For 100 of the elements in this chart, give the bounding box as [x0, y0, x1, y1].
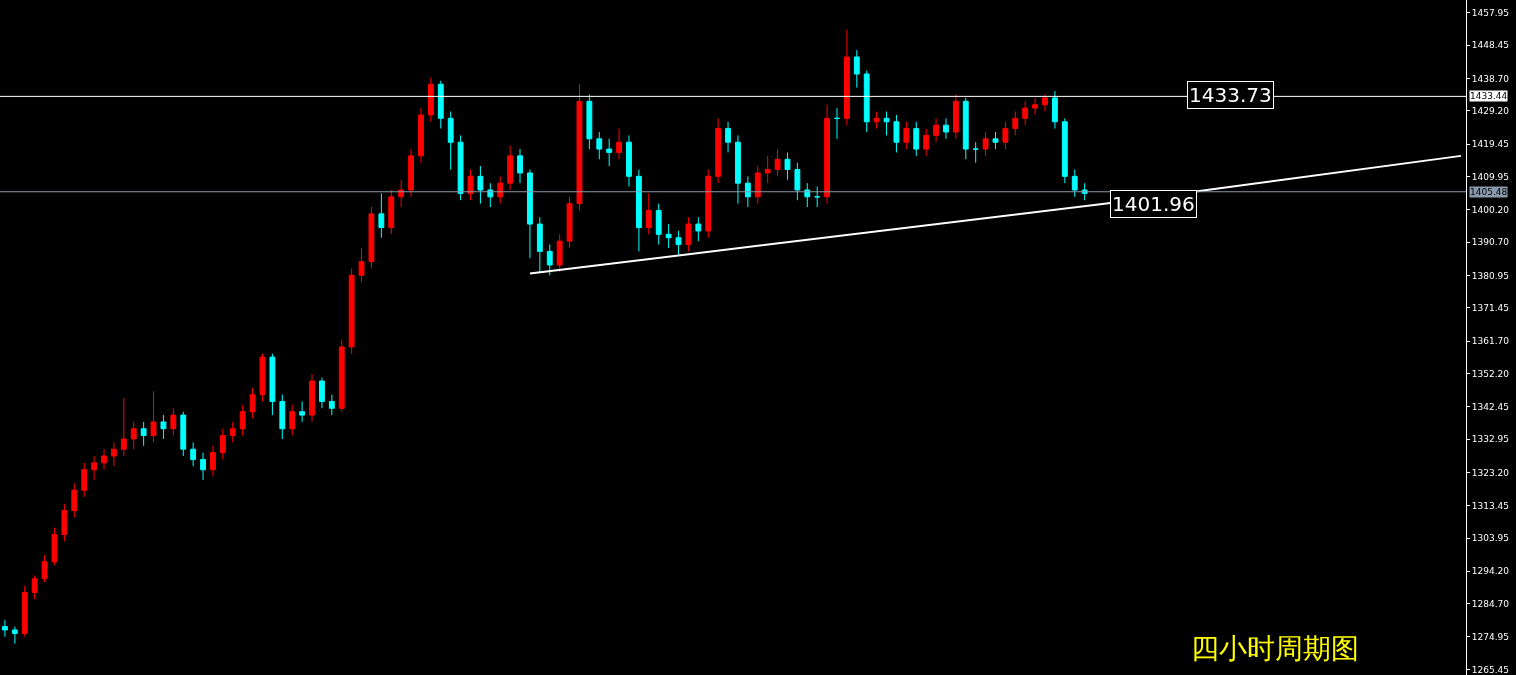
- candlestick: [725, 121, 731, 153]
- candlestick: [735, 134, 741, 205]
- candlestick: [31, 574, 38, 600]
- y-tick-label: 1438.70: [1471, 73, 1510, 84]
- candlestick: [556, 233, 563, 273]
- candlestick: [873, 111, 880, 130]
- candlestick: [843, 29, 850, 126]
- candlestick: [269, 353, 276, 416]
- candlestick: [1042, 93, 1048, 113]
- candlestick: [497, 175, 504, 205]
- candlestick: [764, 155, 771, 184]
- candlestick: [507, 145, 514, 191]
- candlestick: [1002, 121, 1009, 150]
- candlestick: [21, 585, 28, 638]
- y-tick-label: 1409.95: [1471, 171, 1510, 182]
- y-tick-label: 1284.70: [1471, 598, 1510, 609]
- candlestick: [259, 353, 266, 402]
- candlestick: [71, 482, 78, 518]
- candlestick: [229, 421, 236, 443]
- candlestick: [794, 162, 801, 201]
- candlestick: [863, 70, 870, 133]
- candlestick: [348, 267, 355, 355]
- annotation: 1433.73: [1189, 83, 1272, 107]
- candlestick: [249, 387, 256, 420]
- candlestick: [546, 244, 553, 276]
- y-tick-label: 1390.70: [1471, 237, 1510, 248]
- candlestick: [754, 165, 761, 205]
- candlestick: [457, 134, 464, 201]
- candlestick: [982, 131, 989, 157]
- candlestick: [992, 131, 999, 150]
- candlestick: [477, 165, 484, 205]
- candlestick: [1022, 100, 1029, 126]
- candlestick: [368, 206, 375, 269]
- candlestick: [2, 619, 8, 638]
- y-tick-label: 1448.45: [1471, 40, 1510, 51]
- candlestick: [289, 404, 296, 437]
- candlestick: [665, 223, 672, 249]
- y-tick-label: 1332.95: [1471, 434, 1510, 445]
- candlestick: [606, 138, 613, 167]
- candlestick: [427, 76, 434, 123]
- candlestick: [972, 141, 979, 164]
- y-tick-label: 1380.95: [1471, 270, 1510, 281]
- candlestick: [814, 186, 821, 208]
- candlestick: [527, 169, 533, 259]
- candlestick: [487, 182, 494, 208]
- candlestick: [804, 182, 811, 208]
- y-tick-label: 1265.45: [1471, 664, 1510, 675]
- candlestick: [1052, 90, 1058, 130]
- candlestick: [328, 394, 335, 416]
- y-tick-label: 1419.45: [1471, 139, 1510, 150]
- ref-line-label: 1405.48: [1470, 187, 1508, 197]
- candlestick: [1032, 97, 1039, 116]
- candlestick: [1071, 169, 1078, 198]
- annotation: 四小时周期图: [1191, 632, 1359, 665]
- y-tick-label: 1371.45: [1471, 302, 1510, 313]
- y-tick-label: 1361.70: [1471, 336, 1510, 347]
- candlestick: [437, 80, 444, 130]
- candlestick: [130, 421, 137, 450]
- candlestick: [517, 148, 523, 184]
- candlestick: [299, 400, 306, 423]
- y-tick-label: 1342.45: [1471, 401, 1510, 412]
- candlestick: [1012, 111, 1019, 136]
- candlestick: [853, 49, 860, 89]
- candlestick: [180, 411, 187, 457]
- candlestick: [91, 455, 98, 481]
- candlestick: [536, 216, 543, 273]
- candlestick: [695, 216, 702, 242]
- candlestick: [41, 554, 48, 583]
- candlestick: [655, 203, 662, 246]
- candlestick: [467, 169, 474, 201]
- candlestick: [110, 441, 117, 467]
- candlestick: [11, 626, 18, 645]
- y-tick-label: 1303.95: [1471, 533, 1510, 544]
- candlestick: [447, 111, 454, 171]
- candlestick: [51, 527, 58, 566]
- candlestick: [913, 121, 920, 157]
- candlestick: [774, 148, 781, 177]
- candlestick: [358, 247, 365, 283]
- candlestick: [398, 179, 405, 208]
- candlestick: [744, 175, 751, 208]
- candlestick: [279, 394, 286, 440]
- candlestick: [140, 421, 147, 447]
- candlestick: [943, 117, 949, 140]
- y-tick-label: 1323.20: [1471, 467, 1510, 478]
- candlestick: [190, 441, 197, 467]
- candlestick: [616, 128, 623, 160]
- candlestick: [566, 196, 573, 249]
- annotation: 1401.96: [1112, 192, 1195, 216]
- candlestick: [150, 390, 157, 443]
- candlestick: [408, 148, 414, 198]
- candlestick: [685, 216, 692, 252]
- candlestick: [418, 107, 424, 164]
- candlestick: [635, 169, 642, 252]
- candlestick: [893, 114, 900, 153]
- candlestick: [219, 428, 226, 460]
- candlestick: [200, 452, 206, 481]
- candlestick: [923, 128, 930, 157]
- candlestick: [705, 169, 712, 239]
- y-tick-label: 1313.45: [1471, 500, 1510, 511]
- candlestick: [378, 192, 385, 239]
